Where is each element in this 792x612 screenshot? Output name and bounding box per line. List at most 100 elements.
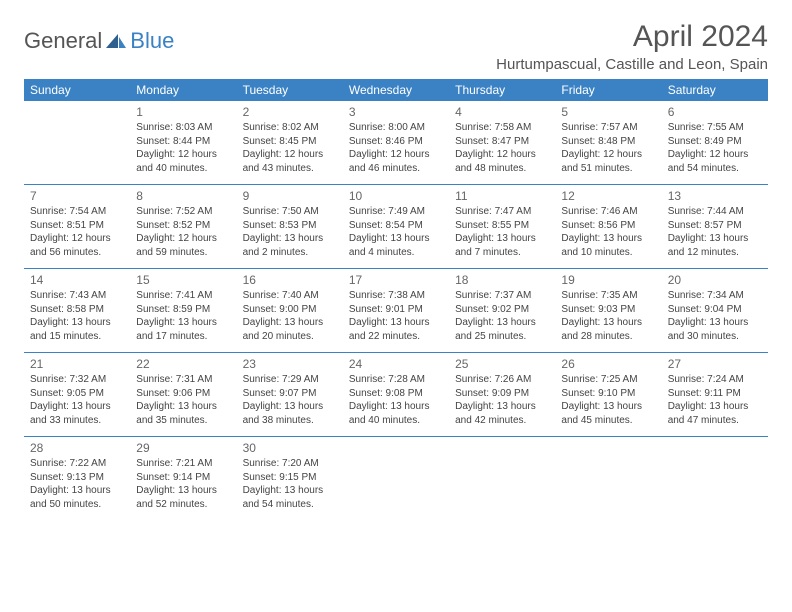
- day-info-line: Sunset: 9:10 PM: [561, 387, 655, 401]
- day-info-line: Daylight: 13 hours: [668, 400, 762, 414]
- day-info-line: Daylight: 13 hours: [243, 232, 337, 246]
- calendar-day-cell: 8Sunrise: 7:52 AMSunset: 8:52 PMDaylight…: [130, 185, 236, 269]
- calendar-day-cell: [449, 437, 555, 521]
- day-info-line: Daylight: 13 hours: [243, 484, 337, 498]
- day-info-line: Daylight: 13 hours: [561, 316, 655, 330]
- calendar-day-cell: 9Sunrise: 7:50 AMSunset: 8:53 PMDaylight…: [237, 185, 343, 269]
- day-info-line: Sunset: 9:05 PM: [30, 387, 124, 401]
- day-info-line: Sunrise: 7:34 AM: [668, 289, 762, 303]
- day-info-line: and 43 minutes.: [243, 162, 337, 176]
- day-info-line: Daylight: 13 hours: [136, 316, 230, 330]
- day-info-line: Daylight: 13 hours: [243, 316, 337, 330]
- day-info-line: Sunrise: 7:32 AM: [30, 373, 124, 387]
- day-info-line: Sunset: 9:15 PM: [243, 471, 337, 485]
- day-info-line: Sunset: 9:14 PM: [136, 471, 230, 485]
- day-info-line: Sunrise: 7:22 AM: [30, 457, 124, 471]
- day-info-line: and 50 minutes.: [30, 498, 124, 512]
- title-block: April 2024 Hurtumpascual, Castille and L…: [496, 20, 768, 73]
- weekday-header-row: Sunday Monday Tuesday Wednesday Thursday…: [24, 79, 768, 101]
- day-number: 19: [561, 272, 655, 288]
- day-info-line: Sunset: 9:03 PM: [561, 303, 655, 317]
- day-info-line: and 28 minutes.: [561, 330, 655, 344]
- day-info-line: Sunset: 8:52 PM: [136, 219, 230, 233]
- logo-sail-icon: [104, 32, 128, 50]
- day-info-line: Sunset: 8:55 PM: [455, 219, 549, 233]
- calendar-day-cell: 22Sunrise: 7:31 AMSunset: 9:06 PMDayligh…: [130, 353, 236, 437]
- day-info-line: Sunrise: 7:35 AM: [561, 289, 655, 303]
- day-info-line: Sunset: 8:59 PM: [136, 303, 230, 317]
- day-info-line: and 35 minutes.: [136, 414, 230, 428]
- day-info-line: Daylight: 13 hours: [455, 316, 549, 330]
- day-number: 12: [561, 188, 655, 204]
- weekday-header: Saturday: [662, 79, 768, 101]
- day-number: 1: [136, 104, 230, 120]
- day-info-line: Daylight: 12 hours: [243, 148, 337, 162]
- calendar-table: Sunday Monday Tuesday Wednesday Thursday…: [24, 79, 768, 520]
- day-info-line: Sunset: 9:07 PM: [243, 387, 337, 401]
- day-info-line: Daylight: 12 hours: [455, 148, 549, 162]
- day-info-line: and 56 minutes.: [30, 246, 124, 260]
- day-info-line: Sunrise: 7:26 AM: [455, 373, 549, 387]
- day-info-line: Sunset: 9:00 PM: [243, 303, 337, 317]
- day-info-line: Sunrise: 7:25 AM: [561, 373, 655, 387]
- calendar-day-cell: 12Sunrise: 7:46 AMSunset: 8:56 PMDayligh…: [555, 185, 661, 269]
- day-info-line: Sunset: 9:01 PM: [349, 303, 443, 317]
- weekday-header: Thursday: [449, 79, 555, 101]
- day-number: 9: [243, 188, 337, 204]
- day-info-line: Daylight: 13 hours: [561, 232, 655, 246]
- day-info-line: Sunrise: 7:52 AM: [136, 205, 230, 219]
- day-info-line: Sunset: 8:47 PM: [455, 135, 549, 149]
- day-number: 16: [243, 272, 337, 288]
- day-number: 29: [136, 440, 230, 456]
- calendar-day-cell: 2Sunrise: 8:02 AMSunset: 8:45 PMDaylight…: [237, 101, 343, 185]
- day-info-line: Sunset: 8:44 PM: [136, 135, 230, 149]
- day-info-line: and 51 minutes.: [561, 162, 655, 176]
- calendar-day-cell: 5Sunrise: 7:57 AMSunset: 8:48 PMDaylight…: [555, 101, 661, 185]
- day-number: 7: [30, 188, 124, 204]
- day-info-line: and 40 minutes.: [136, 162, 230, 176]
- calendar-week-row: 14Sunrise: 7:43 AMSunset: 8:58 PMDayligh…: [24, 269, 768, 353]
- weekday-header: Friday: [555, 79, 661, 101]
- day-info-line: Sunset: 8:56 PM: [561, 219, 655, 233]
- month-title: April 2024: [496, 20, 768, 54]
- day-info-line: and 33 minutes.: [30, 414, 124, 428]
- logo-text-general: General: [24, 28, 102, 54]
- day-info-line: Daylight: 13 hours: [668, 316, 762, 330]
- calendar-day-cell: 16Sunrise: 7:40 AMSunset: 9:00 PMDayligh…: [237, 269, 343, 353]
- day-info-line: Daylight: 13 hours: [136, 484, 230, 498]
- day-number: 17: [349, 272, 443, 288]
- day-info-line: Sunset: 8:49 PM: [668, 135, 762, 149]
- calendar-day-cell: [24, 101, 130, 185]
- calendar-day-cell: 24Sunrise: 7:28 AMSunset: 9:08 PMDayligh…: [343, 353, 449, 437]
- calendar-day-cell: 26Sunrise: 7:25 AMSunset: 9:10 PMDayligh…: [555, 353, 661, 437]
- calendar-day-cell: 21Sunrise: 7:32 AMSunset: 9:05 PMDayligh…: [24, 353, 130, 437]
- day-number: 5: [561, 104, 655, 120]
- day-info-line: Sunset: 8:58 PM: [30, 303, 124, 317]
- day-info-line: Daylight: 13 hours: [243, 400, 337, 414]
- location: Hurtumpascual, Castille and Leon, Spain: [496, 56, 768, 73]
- day-info-line: Daylight: 12 hours: [136, 232, 230, 246]
- day-number: 24: [349, 356, 443, 372]
- weekday-header: Wednesday: [343, 79, 449, 101]
- day-number: 15: [136, 272, 230, 288]
- day-info-line: and 47 minutes.: [668, 414, 762, 428]
- day-number: 13: [668, 188, 762, 204]
- day-number: 27: [668, 356, 762, 372]
- calendar-week-row: 1Sunrise: 8:03 AMSunset: 8:44 PMDaylight…: [24, 101, 768, 185]
- day-info-line: Sunrise: 7:44 AM: [668, 205, 762, 219]
- day-info-line: Sunset: 8:48 PM: [561, 135, 655, 149]
- calendar-day-cell: 25Sunrise: 7:26 AMSunset: 9:09 PMDayligh…: [449, 353, 555, 437]
- day-info-line: Sunrise: 7:21 AM: [136, 457, 230, 471]
- calendar-day-cell: 13Sunrise: 7:44 AMSunset: 8:57 PMDayligh…: [662, 185, 768, 269]
- calendar-day-cell: 19Sunrise: 7:35 AMSunset: 9:03 PMDayligh…: [555, 269, 661, 353]
- day-info-line: Daylight: 13 hours: [668, 232, 762, 246]
- day-number: 25: [455, 356, 549, 372]
- day-info-line: and 59 minutes.: [136, 246, 230, 260]
- day-info-line: Sunrise: 7:31 AM: [136, 373, 230, 387]
- calendar-day-cell: 10Sunrise: 7:49 AMSunset: 8:54 PMDayligh…: [343, 185, 449, 269]
- calendar-day-cell: 15Sunrise: 7:41 AMSunset: 8:59 PMDayligh…: [130, 269, 236, 353]
- day-number: 23: [243, 356, 337, 372]
- day-info-line: Daylight: 13 hours: [561, 400, 655, 414]
- day-number: 30: [243, 440, 337, 456]
- day-number: 11: [455, 188, 549, 204]
